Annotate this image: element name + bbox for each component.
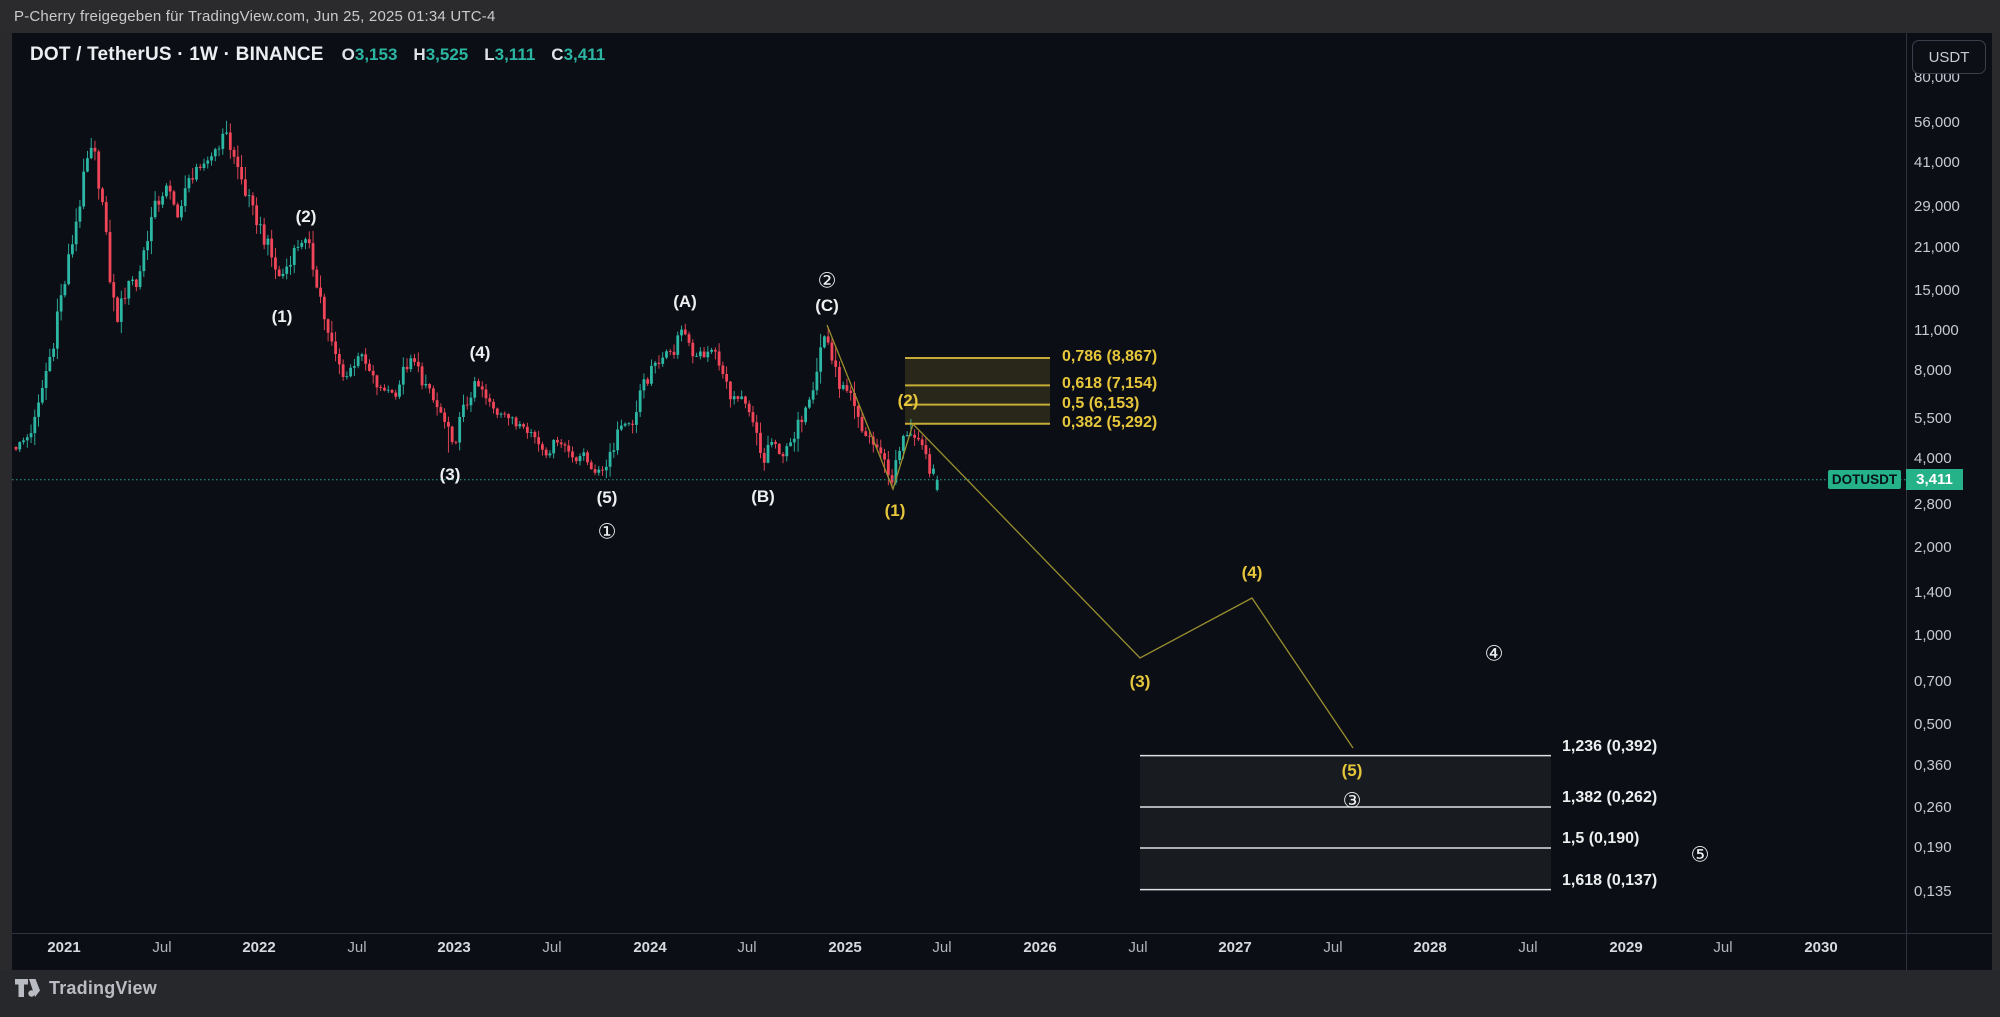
wave-label-white-(C)[interactable]: (C) <box>815 296 839 315</box>
wave-label-white-⑤[interactable]: ⑤ <box>1690 843 1710 867</box>
time-tick-Jul: Jul <box>932 939 952 956</box>
symbol-legend[interactable]: DOT / TetherUS · 1W · BINANCE O 3,153 H 3,5… <box>30 44 605 66</box>
wave-label-white-①[interactable]: ① <box>597 520 617 544</box>
time-tick-Jul: Jul <box>542 939 562 956</box>
tradingview-watermark[interactable]: TradingView <box>14 974 157 1002</box>
tradingview-watermark-text: TradingView <box>49 977 157 998</box>
fib-retracement-zone[interactable] <box>905 357 1050 424</box>
price-tick-4,000: 4,000 <box>1914 450 1952 468</box>
symbol-title[interactable]: DOT / TetherUS · 1W · BINANCE <box>30 44 324 65</box>
wave-label-yellow-(2)[interactable]: (2) <box>897 391 919 410</box>
down-candles <box>14 123 932 489</box>
ohlc-label: O <box>341 45 355 64</box>
fib-extension-zone[interactable] <box>1140 755 1551 890</box>
time-tick-Jul: Jul <box>1128 939 1148 956</box>
wave-label-white-(2)[interactable]: (2) <box>295 207 317 226</box>
price-tick-21,000: 21,000 <box>1914 239 1960 257</box>
price-tick-1,400: 1,400 <box>1914 584 1952 602</box>
ohlc-h: H 3,525 <box>413 45 468 65</box>
time-tick-2029: 2029 <box>1609 939 1643 956</box>
price-tick-1,000: 1,000 <box>1914 627 1952 645</box>
time-tick-2027: 2027 <box>1218 939 1252 956</box>
price-tick-0,500: 0,500 <box>1914 715 1952 733</box>
currency-toggle-button[interactable]: USDT <box>1912 40 1986 74</box>
time-tick-2024: 2024 <box>633 939 667 956</box>
ohlc-c: C 3,411 <box>551 45 605 65</box>
price-tick-0,190: 0,190 <box>1914 838 1952 856</box>
time-tick-Jul: Jul <box>1323 939 1343 956</box>
ohlc-value: 3,153 <box>354 45 398 64</box>
time-tick-Jul: Jul <box>152 939 172 956</box>
ohlc-value: 3,525 <box>425 45 469 64</box>
price-tick-2,000: 2,000 <box>1914 538 1952 556</box>
ohlc-value: 3,111 <box>494 45 536 64</box>
ohlc-l: L 3,111 <box>484 45 535 65</box>
fib-retracement-label: 0,382 (5,292) <box>1062 413 1158 431</box>
ohlc-value: 3,411 <box>563 45 606 64</box>
price-tick-5,500: 5,500 <box>1914 409 1952 427</box>
current-price-label: 3,411 <box>1906 469 1963 491</box>
time-tick-2025: 2025 <box>828 939 862 956</box>
wave-label-white-③[interactable]: ③ <box>1342 789 1362 813</box>
time-tick-Jul: Jul <box>1713 939 1733 956</box>
fib-extension-label: 1,382 (0,262) <box>1562 789 1658 806</box>
ohlc-label: H <box>413 45 426 64</box>
fib-extension-label: 1,5 (0,190) <box>1562 829 1640 847</box>
wave-label-white-(3)[interactable]: (3) <box>439 465 461 484</box>
ohlc-label: L <box>484 45 495 64</box>
ohlc-values: O 3,153 H 3,525 L 3,111 C 3,411 <box>342 45 606 65</box>
bottom-toolbar <box>0 970 2000 1017</box>
price-tick-29,000: 29,000 <box>1914 197 1960 215</box>
time-tick-2030: 2030 <box>1804 939 1838 956</box>
wave-label-white-②[interactable]: ② <box>817 269 837 293</box>
fib-extension-label: 1,236 (0,392) <box>1562 737 1658 755</box>
wave-label-white-(4)[interactable]: (4) <box>469 343 491 362</box>
time-tick-2022: 2022 <box>242 939 276 956</box>
price-tick-2,800: 2,800 <box>1914 495 1952 513</box>
price-tick-0,260: 0,260 <box>1914 798 1952 816</box>
time-tick-2026: 2026 <box>1023 939 1057 956</box>
price-tick-15,000: 15,000 <box>1914 281 1960 299</box>
price-tick-41,000: 41,000 <box>1914 153 1960 171</box>
wave-label-white-(B)[interactable]: (B) <box>751 487 775 506</box>
up-candles <box>18 120 939 492</box>
tradingview-logo-icon <box>15 979 40 997</box>
wave-label-yellow-(3)[interactable]: (3) <box>1129 672 1151 691</box>
fib-retracement-label: 0,5 (6,153) <box>1062 394 1140 412</box>
time-tick-2023: 2023 <box>437 939 471 956</box>
wave-label-white-(5)[interactable]: (5) <box>596 488 618 507</box>
candles-layer <box>14 120 939 492</box>
wave-label-yellow-(1)[interactable]: (1) <box>884 501 906 520</box>
ohlc-o: O 3,153 <box>342 45 398 65</box>
price-tick-0,135: 0,135 <box>1914 882 1952 900</box>
fib-extension-label: 1,618 (0,137) <box>1562 871 1658 889</box>
share-header-bar: P-Cherry freigegeben für TradingView.com… <box>0 0 2000 33</box>
wave-label-white-④[interactable]: ④ <box>1484 642 1504 666</box>
wave-projection-line[interactable] <box>826 324 1354 749</box>
price-tick-56,000: 56,000 <box>1914 114 1960 131</box>
share-header-text: P-Cherry freigegeben für TradingView.com… <box>14 8 496 25</box>
wave-label-yellow-(5)[interactable]: (5) <box>1341 761 1363 780</box>
price-tick-11,000: 11,000 <box>1914 321 1959 339</box>
price-tick-8,000: 8,000 <box>1914 362 1952 380</box>
time-tick-Jul: Jul <box>347 939 367 956</box>
time-tick-2021: 2021 <box>47 939 81 956</box>
price-tick-0,700: 0,700 <box>1914 672 1952 690</box>
time-tick-Jul: Jul <box>737 939 757 956</box>
wave-label-white-(1)[interactable]: (1) <box>271 307 293 326</box>
symbol-price-line-label: DOTUSDT <box>1828 470 1901 490</box>
price-tick-0,360: 0,360 <box>1914 757 1952 775</box>
time-tick-2028: 2028 <box>1413 939 1447 956</box>
ohlc-label: C <box>551 45 564 64</box>
fib-retracement-label: 0,786 (8,867) <box>1062 347 1158 365</box>
time-tick-Jul: Jul <box>1518 939 1538 956</box>
fib-retracement-label: 0,618 (7,154) <box>1062 375 1158 393</box>
wave-label-white-(A)[interactable]: (A) <box>673 292 697 311</box>
chart-canvas-background[interactable] <box>12 33 1992 970</box>
wave-label-yellow-(4)[interactable]: (4) <box>1241 563 1263 582</box>
